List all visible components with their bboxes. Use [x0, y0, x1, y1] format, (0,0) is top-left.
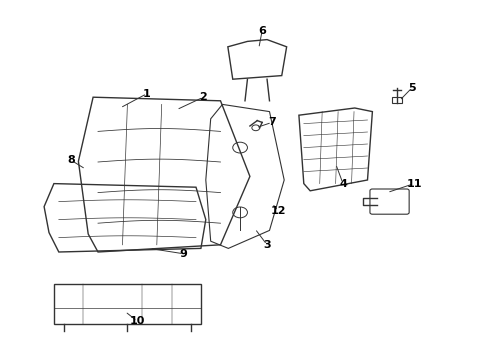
- Text: 5: 5: [408, 83, 416, 93]
- Text: 11: 11: [406, 179, 422, 189]
- Text: 8: 8: [67, 155, 75, 165]
- Text: 7: 7: [268, 117, 276, 127]
- Text: 3: 3: [263, 240, 271, 250]
- Text: 2: 2: [199, 92, 207, 102]
- Text: 9: 9: [180, 249, 188, 259]
- Text: 10: 10: [129, 316, 145, 326]
- Text: 12: 12: [270, 206, 286, 216]
- Text: 1: 1: [143, 89, 151, 99]
- Text: 6: 6: [258, 26, 266, 36]
- Text: 4: 4: [339, 179, 347, 189]
